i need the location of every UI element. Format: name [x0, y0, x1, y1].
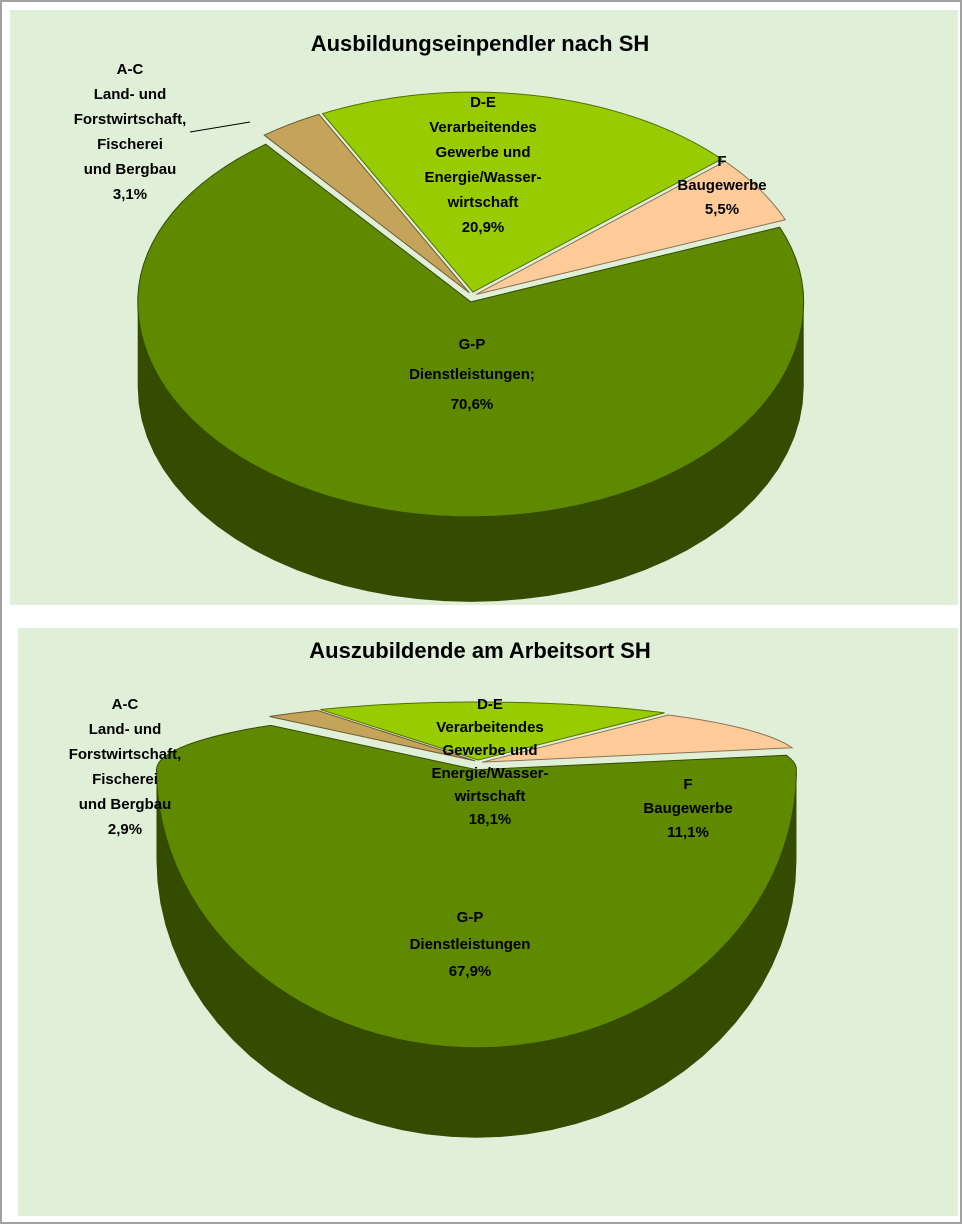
value-label: 20,9%	[462, 219, 505, 236]
slice	[476, 160, 787, 295]
slice	[137, 143, 805, 518]
slice-side	[137, 301, 804, 602]
slice-side	[156, 769, 797, 1138]
slice-label: Dienstleistungen	[410, 936, 531, 953]
slice-label: Gewerbe und	[435, 144, 530, 161]
slice-label: D-E	[477, 696, 503, 713]
value-label: 5,5%	[705, 201, 739, 218]
slice-label: Energie/Wasser-	[432, 765, 549, 782]
slice	[482, 714, 794, 763]
slice-label: Fischerei	[92, 771, 158, 788]
slice-label: und Bergbau	[84, 161, 177, 178]
value-label: 18,1%	[469, 811, 512, 828]
slice-label: Fischerei	[97, 136, 163, 153]
slice-label: G-P	[457, 909, 484, 926]
slice-label: F	[717, 153, 726, 170]
slice-label: Gewerbe und	[442, 742, 537, 759]
slice-label: Baugewerbe	[643, 800, 732, 817]
slice-label: F	[683, 776, 692, 793]
slice	[263, 113, 470, 294]
value-label: 3,1%	[113, 186, 147, 203]
slice-label: G-P	[459, 336, 486, 353]
slice-label: Land- und	[94, 86, 166, 103]
slice-label: D-E	[470, 94, 496, 111]
value-label: 2,9%	[108, 821, 142, 838]
slice-label: Energie/Wasser-	[425, 169, 542, 186]
slice-label: Baugewerbe	[677, 177, 766, 194]
slice	[321, 91, 723, 293]
chart-title: Auszubildende am Arbeitsort SH	[309, 638, 650, 663]
slice-label: Land- und	[89, 721, 161, 738]
slice-label: Verarbeitendes	[436, 719, 544, 736]
slice-label: Forstwirtschaft,	[69, 746, 182, 763]
slice	[320, 701, 665, 761]
value-label: 11,1%	[667, 824, 709, 841]
value-label: 70,6%	[451, 396, 494, 413]
leader-line	[189, 121, 251, 133]
slice-label: und Bergbau	[79, 796, 172, 813]
slice	[269, 709, 476, 762]
slice-label: Forstwirtschaft,	[74, 111, 187, 128]
slice-label: Verarbeitendes	[429, 119, 537, 136]
slice-label: wirtschaft	[454, 788, 526, 805]
slice-label: Dienstleistungen;	[409, 366, 535, 383]
chart-title: Ausbildungseinpendler nach SH	[311, 31, 650, 56]
slice-label: wirtschaft	[447, 194, 519, 211]
slice-label: A-C	[112, 696, 139, 713]
slice	[156, 724, 797, 1049]
value-label: 67,9%	[449, 963, 492, 980]
slice-label: A-C	[117, 61, 144, 78]
